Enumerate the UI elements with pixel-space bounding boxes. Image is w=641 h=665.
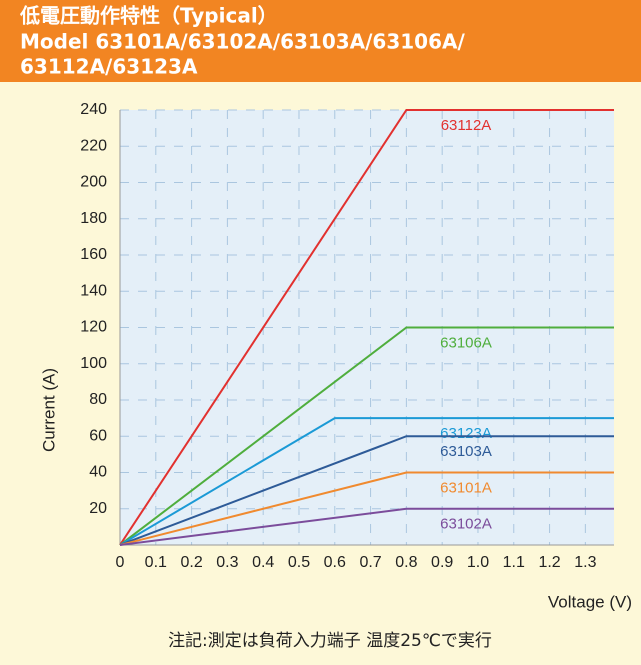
y-tick-label: 80 [89,391,107,408]
y-tick-label: 200 [80,174,107,191]
header [0,0,641,82]
y-tick-label: 220 [80,137,107,154]
x-tick-label: 0 [116,554,125,571]
y-tick-label: 120 [80,319,107,336]
x-tick-label: 0.8 [395,554,417,571]
x-tick-label: 0.7 [359,554,381,571]
chart-title: 63112A/63123A [20,55,198,79]
chart-title: 低電圧動作特性（Typical） [19,4,278,28]
x-axis-label: Voltage (V) [548,592,632,611]
y-axis-label: Current (A) [39,368,58,452]
x-tick-label: 1.0 [467,554,489,571]
chart-title: Model 63101A/63102A/63103A/63106A/ [20,30,465,54]
series-line [119,471,614,546]
y-tick-label: 100 [80,355,107,372]
series-label: 63106A [440,334,492,351]
x-tick-label: 1.2 [538,554,560,571]
x-tick-label: 0.2 [180,554,202,571]
y-tick-label: 160 [80,246,107,263]
y-tick-label: 60 [89,427,107,444]
footnote: 注記:測定は負荷入力端子 温度25℃で実行 [168,631,492,651]
series-line [119,417,614,546]
y-tick-label: 20 [89,500,107,517]
x-tick-label: 0.1 [145,554,167,571]
series-label: 63103A [440,443,492,460]
series-line [119,326,614,546]
series-label: 63102A [440,516,492,533]
y-tick-label: 140 [80,282,107,299]
x-tick-label: 0.3 [216,554,238,571]
x-tick-label: 0.6 [324,554,346,571]
y-tick-label: 180 [80,210,107,227]
x-tick-label: 0.5 [288,554,310,571]
x-tick-label: 0.9 [431,554,453,571]
x-tick-label: 1.1 [503,554,525,571]
series-label: 63101A [440,479,492,496]
series-line [119,507,614,546]
y-tick-label: 40 [89,464,107,481]
series-label: 63112A [441,117,492,134]
series-line [119,109,614,546]
x-tick-label: 0.4 [252,554,274,571]
series-line [119,435,614,546]
series-label: 63123A [440,425,492,442]
y-tick-label: 240 [80,101,107,118]
x-tick-label: 1.3 [574,554,596,571]
